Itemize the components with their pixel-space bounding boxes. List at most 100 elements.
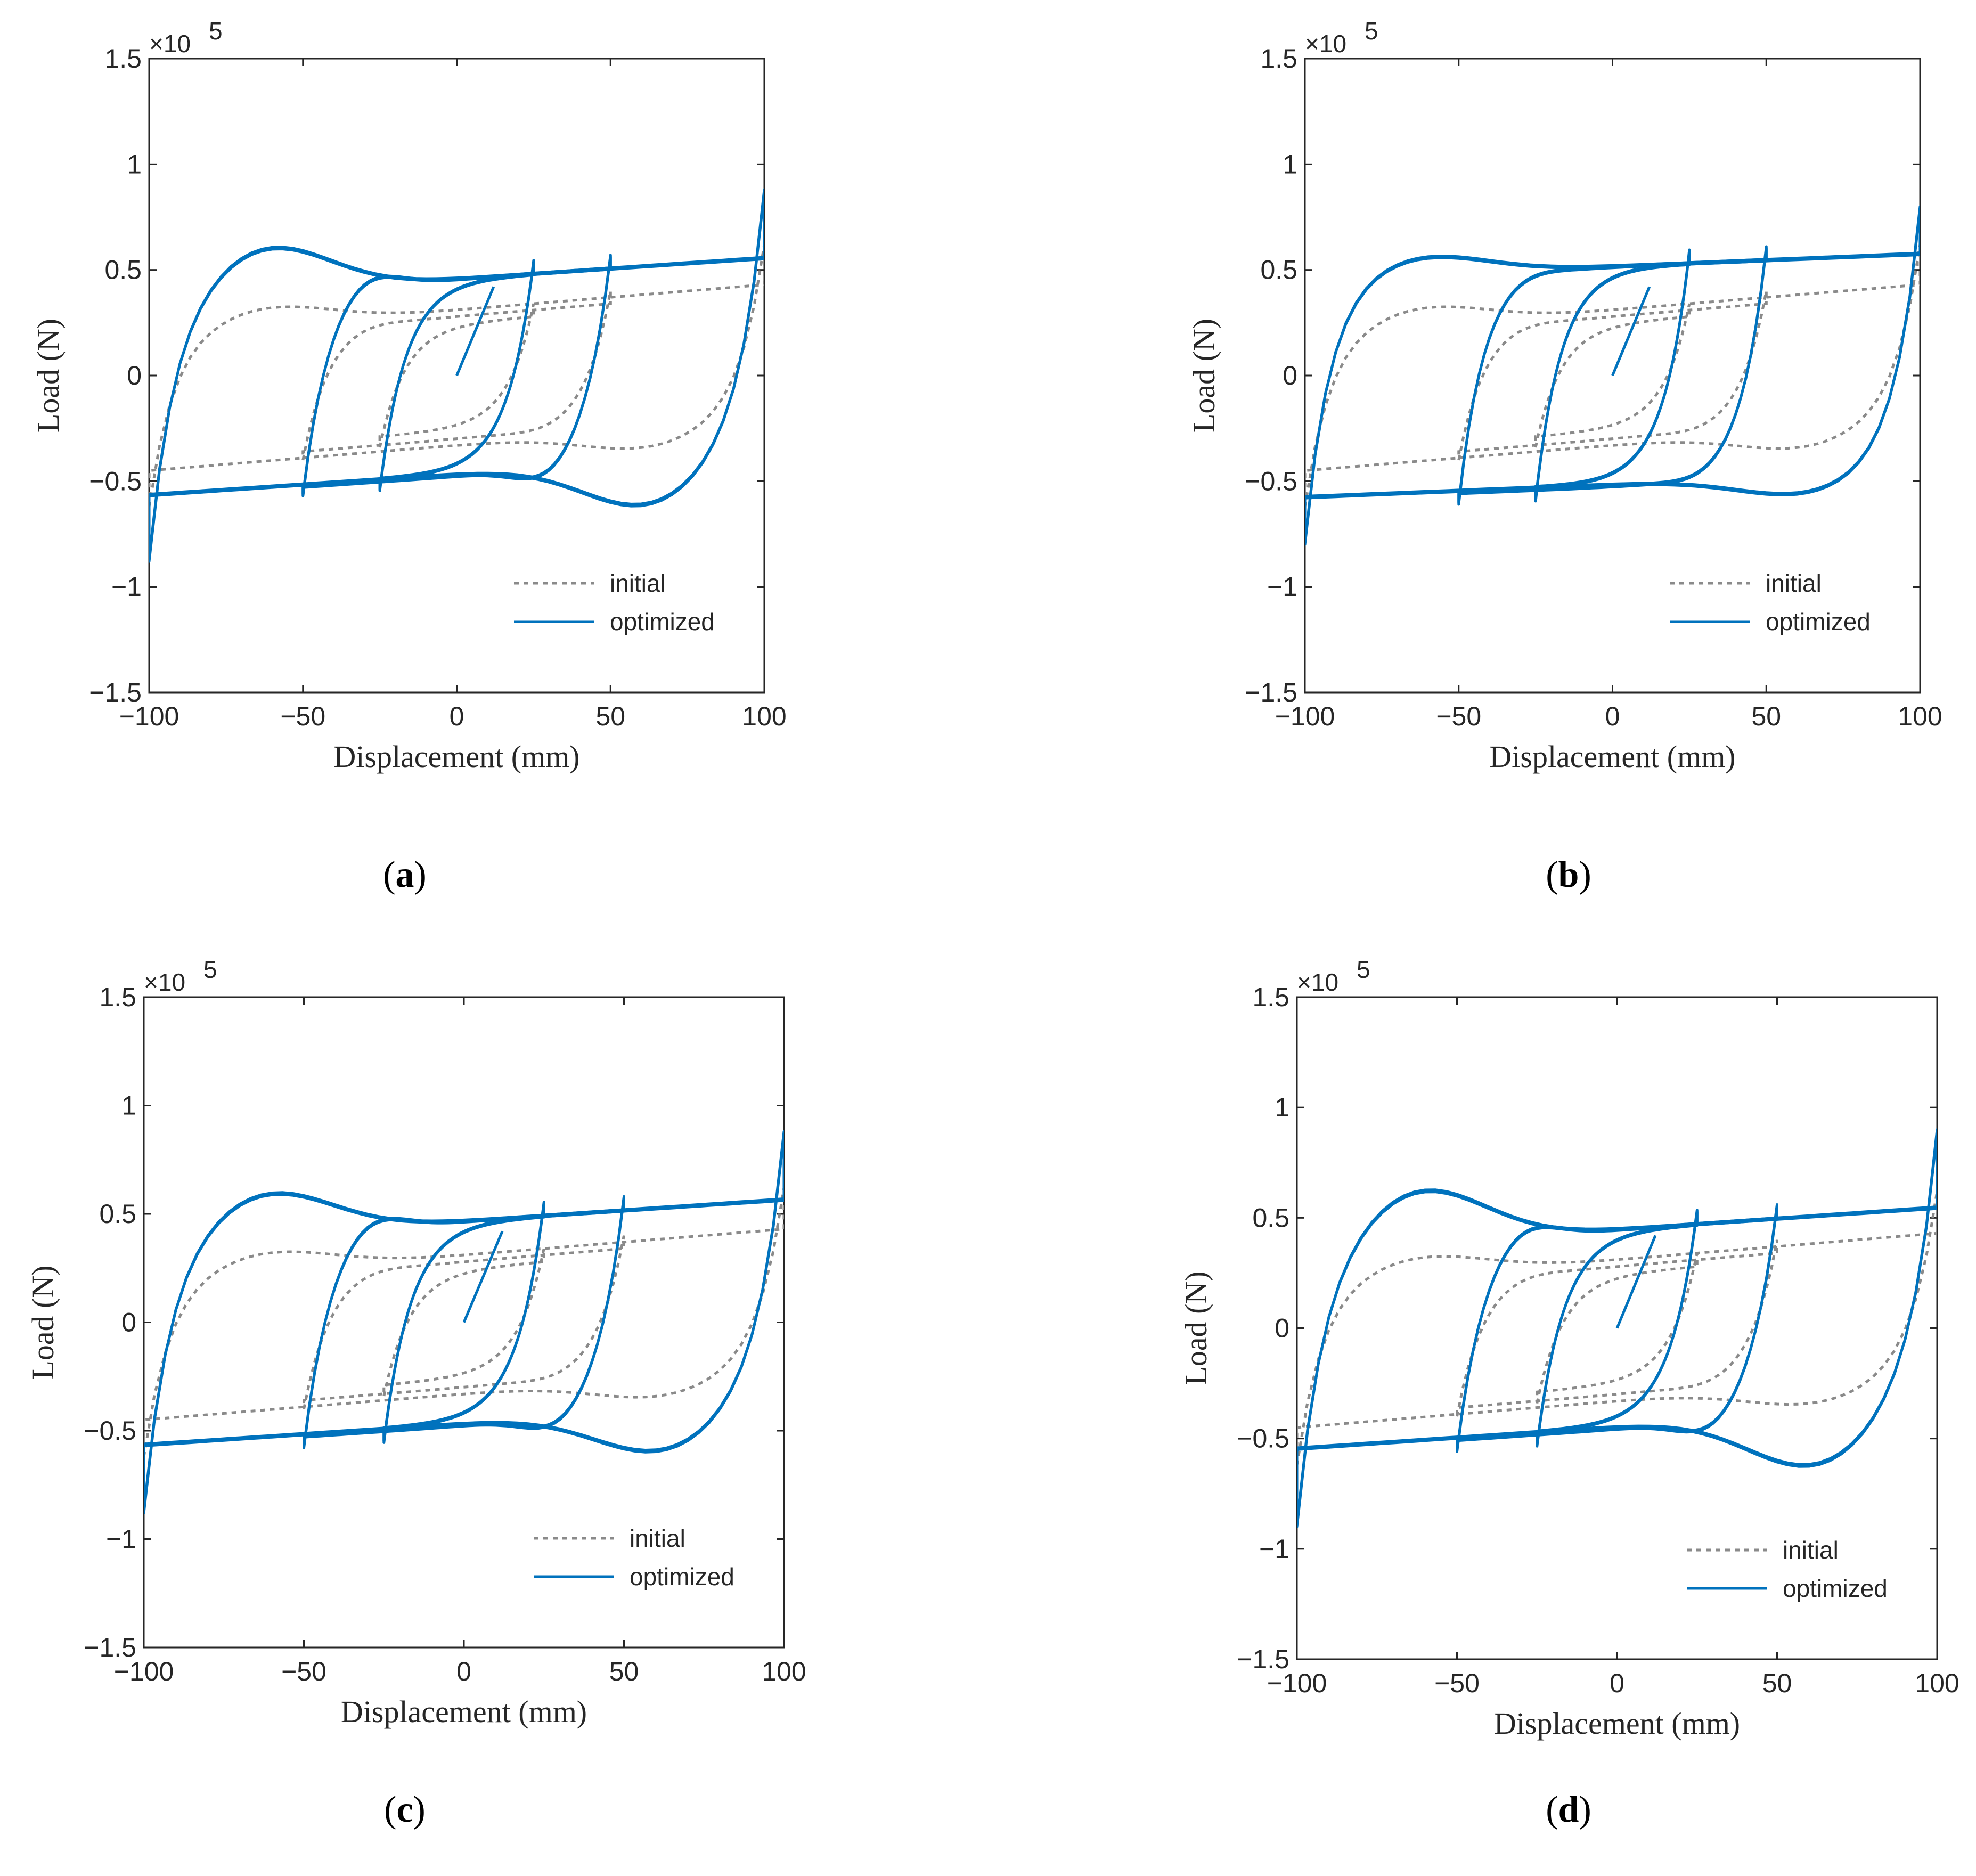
y-tick-label: −0.5 — [1245, 466, 1297, 496]
legend-label-optimized: optimized — [630, 1563, 734, 1590]
panel-caption: (c) — [384, 1789, 426, 1830]
legend-label-initial: initial — [1766, 569, 1822, 597]
series-optimized — [1305, 205, 1920, 546]
loop-optimized-100mm-cycle2 — [149, 191, 764, 560]
y-tick-label: −0.5 — [89, 466, 142, 496]
loop-initial-50mm — [303, 1235, 625, 1409]
panel-caption: (d) — [1546, 1789, 1591, 1830]
y-axis-label: Load (N) — [31, 319, 66, 433]
chart-panel-b: −100 −50 0 50 100 −1.5 −1 −0.5 0 0.5 1 1.5 ×10 5 Displ… — [1187, 17, 1942, 895]
x-tick-label: −100 — [1267, 1668, 1327, 1698]
initial-loading-branch — [1611, 286, 1651, 376]
initial-loading-branch — [462, 1230, 504, 1323]
series-initial — [149, 244, 764, 507]
x-axis-label: Displacement (mm) — [1489, 739, 1735, 774]
y-multiplier-exponent: 5 — [1365, 17, 1378, 45]
chart-panel-c: −100 −50 0 50 100 −1.5 −1 −0.5 0 0.5 1 1.5 ×10 5 Displ… — [26, 956, 806, 1830]
x-tick-label: 100 — [762, 1657, 806, 1686]
x-tick-label: −100 — [114, 1657, 174, 1686]
y-tick-label: −1.5 — [89, 678, 142, 707]
legend-label-optimized: optimized — [610, 608, 715, 635]
y-axis-label: Load (N) — [1179, 1271, 1213, 1385]
y-multiplier: ×10 — [144, 968, 185, 996]
legend-label-optimized: optimized — [1766, 608, 1871, 635]
y-tick-label: −1 — [1259, 1534, 1289, 1564]
loop-initial-100mm — [144, 1187, 784, 1457]
x-tick-label: −50 — [1434, 1668, 1480, 1698]
panel-caption: (a) — [383, 854, 427, 895]
y-axis-label: Load (N) — [1187, 319, 1221, 433]
x-tick-label: 50 — [595, 702, 625, 731]
loop-initial-25mm — [378, 303, 535, 448]
loop-optimized-25mm-cycle2 — [1536, 1210, 1699, 1446]
series-optimized — [144, 1130, 784, 1515]
loop-optimized-50mm — [1457, 245, 1768, 506]
y-tick-label: 1.5 — [1252, 982, 1289, 1012]
x-tick-label: 50 — [1762, 1668, 1792, 1698]
series-initial — [1305, 244, 1920, 507]
y-tick-label: −1 — [111, 572, 142, 602]
y-multiplier: ×10 — [1297, 968, 1338, 996]
x-tick-label: 100 — [742, 702, 786, 731]
loop-optimized-100mm — [1305, 205, 1920, 546]
y-tick-label: −0.5 — [1237, 1424, 1289, 1454]
loop-optimized-25mm-cycle2 — [382, 1202, 545, 1442]
loop-optimized-100mm — [149, 188, 764, 563]
y-tick-label: −1.5 — [84, 1633, 136, 1662]
y-tick-label: 1.5 — [99, 982, 136, 1012]
loop-initial-100mm — [1297, 1191, 1937, 1465]
series-optimized — [1297, 1128, 1937, 1528]
y-tick-label: −1 — [1267, 572, 1297, 602]
loop-initial-50mm — [1456, 1239, 1778, 1417]
x-tick-label: −50 — [1436, 702, 1481, 731]
initial-loading-branch — [455, 286, 495, 376]
x-tick-label: −50 — [281, 1657, 326, 1686]
initial-loading-branch — [1615, 1235, 1657, 1329]
x-tick-label: 50 — [609, 1657, 639, 1686]
y-tick-label: −1.5 — [1237, 1644, 1289, 1674]
y-tick-label: 1.5 — [104, 44, 142, 74]
legend-label-optimized: optimized — [1783, 1575, 1888, 1602]
chart-panel-a: −100 −50 0 50 100 −1.5 −1 −0.5 0 0.5 1 1.5 ×10 5 Displ… — [31, 17, 787, 895]
x-tick-label: 0 — [456, 1657, 471, 1686]
y-multiplier: ×10 — [1305, 30, 1346, 58]
y-tick-label: 0.5 — [1260, 255, 1297, 285]
y-tick-label: 0.5 — [1252, 1203, 1289, 1233]
y-multiplier: ×10 — [149, 30, 191, 58]
loop-optimized-100mm-cycle2 — [144, 1133, 784, 1512]
y-axis-label: Load (N) — [26, 1265, 60, 1379]
loop-optimized-100mm-cycle2 — [1297, 1131, 1937, 1526]
series-initial — [144, 1187, 784, 1457]
series-initial — [1297, 1191, 1937, 1465]
x-tick-label: −50 — [280, 702, 325, 731]
legend-label-initial: initial — [610, 569, 666, 597]
y-tick-label: 0 — [121, 1308, 136, 1337]
y-multiplier-exponent: 5 — [1357, 956, 1370, 983]
x-tick-label: −100 — [1275, 702, 1335, 731]
x-tick-label: −100 — [119, 702, 179, 731]
y-tick-label: 0.5 — [104, 255, 142, 285]
y-tick-label: 1.5 — [1260, 44, 1297, 74]
y-multiplier-exponent: 5 — [203, 956, 217, 983]
panel-caption: (b) — [1546, 854, 1591, 895]
legend-label-initial: initial — [630, 1524, 685, 1552]
loop-optimized-25mm-cycle2 — [378, 260, 535, 491]
y-tick-label: 0.5 — [99, 1199, 136, 1229]
y-tick-label: 1 — [1275, 1092, 1289, 1122]
x-axis-label: Displacement (mm) — [333, 739, 579, 774]
x-tick-label: 100 — [1915, 1668, 1959, 1698]
x-tick-label: 0 — [450, 702, 464, 731]
y-multiplier-exponent: 5 — [209, 17, 223, 45]
x-tick-label: 100 — [1898, 702, 1942, 731]
legend-label-initial: initial — [1783, 1536, 1839, 1564]
x-tick-label: 50 — [1751, 702, 1781, 731]
x-axis-label: Displacement (mm) — [1494, 1706, 1740, 1741]
y-tick-label: 1 — [121, 1091, 136, 1121]
loop-optimized-100mm — [1297, 1128, 1937, 1528]
loop-optimized-25mm-cycle2 — [1534, 250, 1691, 501]
y-tick-label: −1.5 — [1245, 678, 1297, 707]
y-tick-label: 1 — [1283, 149, 1297, 179]
series-optimized — [149, 188, 764, 563]
x-tick-label: 0 — [1610, 1668, 1624, 1698]
